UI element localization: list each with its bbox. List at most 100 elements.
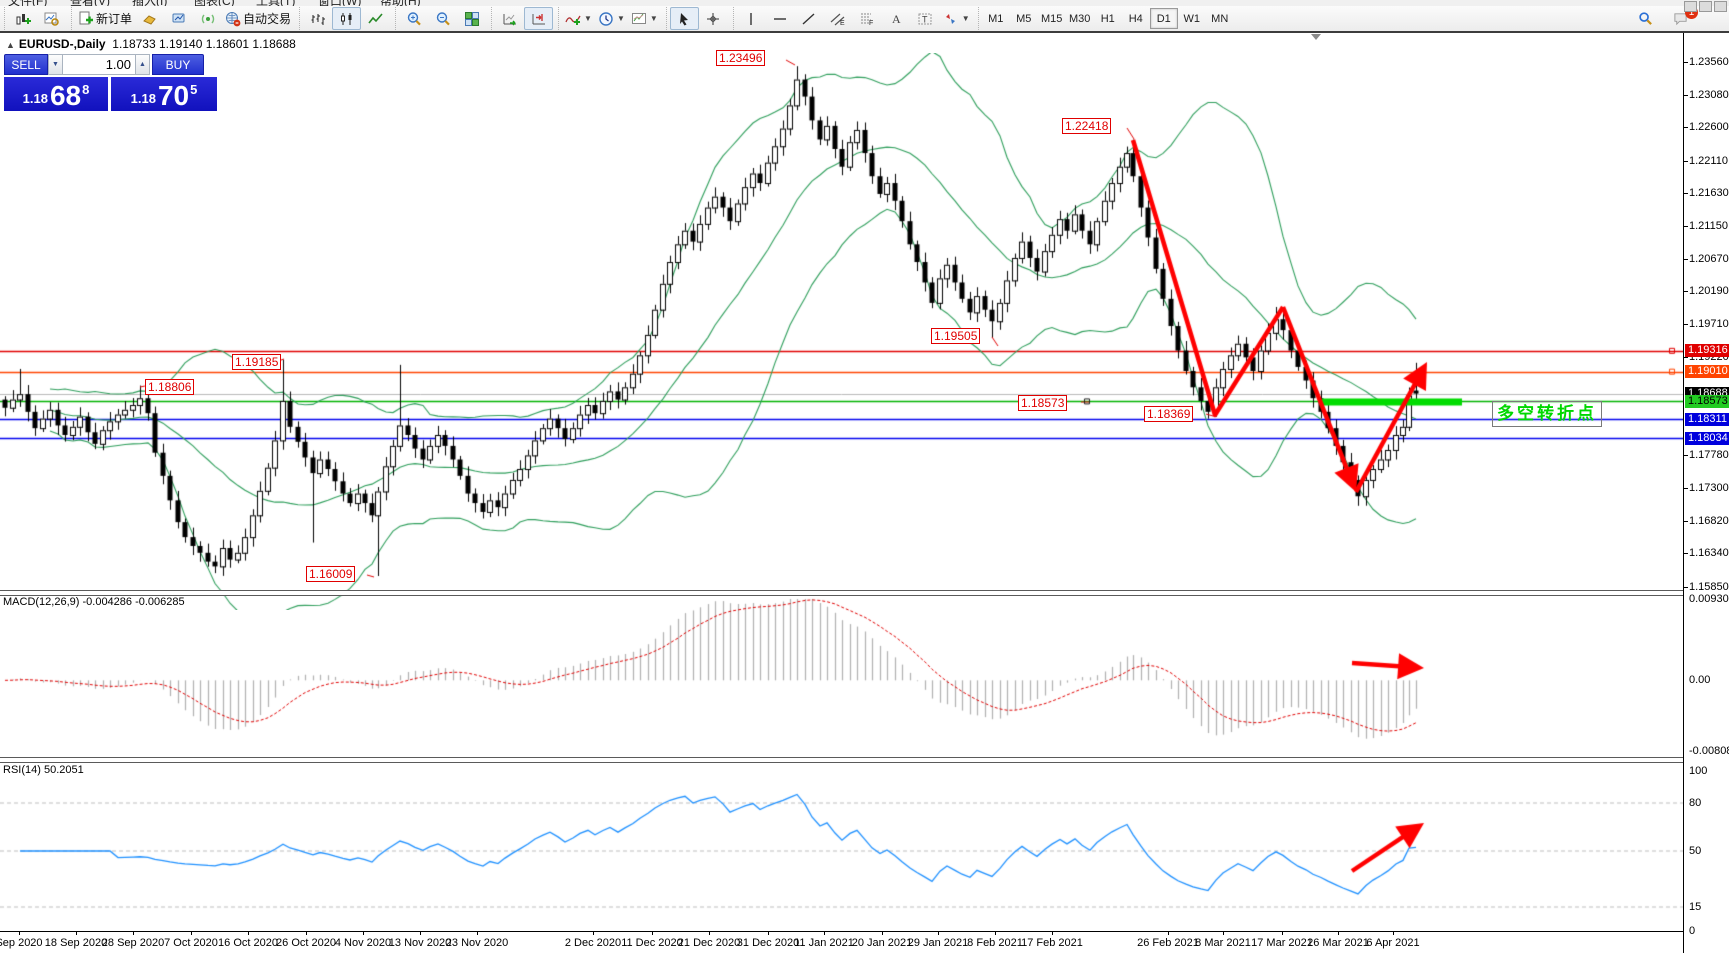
hline-button[interactable] bbox=[766, 7, 795, 30]
sell-button[interactable]: SELL bbox=[4, 54, 48, 75]
price-axis[interactable]: 1.23560 1.23080 1.22600 1.22110 1.21630 1.211… bbox=[1683, 33, 1729, 953]
zoom-in-button[interactable] bbox=[399, 7, 428, 30]
rsi-value: 50.2051 bbox=[43, 764, 84, 776]
templates-button[interactable]: ▼ bbox=[628, 7, 661, 30]
chart-profile-button[interactable] bbox=[37, 7, 66, 30]
volume-input[interactable] bbox=[63, 54, 135, 75]
chart-title: ▲ EURUSD-,Daily 1.18733 1.19140 1.18601 1… bbox=[6, 37, 296, 51]
indicators-button[interactable]: ▼ bbox=[562, 7, 595, 30]
auto-scroll-button[interactable] bbox=[495, 7, 524, 30]
chart-shift-button[interactable] bbox=[524, 7, 554, 30]
menu-item[interactable]: 图表(C) bbox=[194, 0, 235, 6]
chevron-down-icon: ▼ bbox=[961, 14, 970, 23]
price-label-object[interactable]: 1.18806 bbox=[145, 379, 195, 395]
price-tick-label: 1.21150 bbox=[1689, 219, 1728, 232]
timeframe-m15[interactable]: M15 bbox=[1041, 12, 1063, 25]
volume-up-stepper[interactable]: ▲ bbox=[135, 54, 150, 75]
price-label-object[interactable]: 1.18573 bbox=[1018, 395, 1068, 411]
channel-button[interactable]: E bbox=[824, 7, 853, 30]
time-tick-label: 26 Mar 2021 bbox=[1307, 937, 1369, 949]
price-label-object[interactable]: 1.16009 bbox=[306, 566, 356, 582]
price-label-object[interactable]: 1.22418 bbox=[1062, 118, 1112, 134]
macd-canvas[interactable] bbox=[0, 593, 1683, 757]
zoom-in-icon bbox=[406, 11, 422, 27]
fibonacci-button[interactable]: F bbox=[853, 7, 882, 30]
line-chart-button[interactable] bbox=[361, 7, 390, 30]
minimize-icon bbox=[1684, 1, 1697, 12]
timeframe-d1[interactable]: D1 bbox=[1149, 8, 1178, 29]
price-tick-label: 1.22110 bbox=[1689, 154, 1728, 167]
annotation-text[interactable]: 多空转折点 bbox=[1492, 401, 1602, 427]
arrows-button[interactable]: ▼ bbox=[940, 7, 973, 30]
price-tick-label: 1.23560 bbox=[1689, 55, 1729, 68]
time-tick bbox=[824, 931, 825, 935]
macd-label: MACD(12,26,9) -0.004286 -0.006285 bbox=[3, 596, 185, 608]
price-label-object[interactable]: 1.19505 bbox=[931, 328, 981, 344]
new-chart-button[interactable] bbox=[8, 7, 37, 30]
tile-windows-button[interactable] bbox=[457, 7, 486, 30]
chevron-down-icon: ▼ bbox=[584, 14, 592, 23]
panel-splitter-macd[interactable] bbox=[0, 590, 1729, 596]
volume-down-stepper[interactable]: ▼ bbox=[48, 54, 63, 75]
time-tick bbox=[652, 931, 653, 935]
search-icon[interactable] bbox=[1631, 7, 1660, 30]
timeframe-w1[interactable]: W1 bbox=[1183, 12, 1200, 25]
timeframe-m5[interactable]: M5 bbox=[1016, 12, 1032, 25]
menu-item[interactable]: 插入(I) bbox=[132, 0, 167, 6]
price-tick bbox=[1684, 161, 1688, 162]
bar-chart-button[interactable] bbox=[303, 7, 332, 30]
panel-splitter-rsi[interactable] bbox=[0, 757, 1729, 763]
candlestick-button[interactable] bbox=[332, 7, 362, 30]
time-tick-label: 11 Dec 2020 bbox=[621, 937, 683, 949]
time-tick bbox=[1338, 931, 1339, 935]
timeframe-h4[interactable]: H4 bbox=[1128, 12, 1143, 25]
timeframe-mn[interactable]: MN bbox=[1211, 12, 1229, 25]
timeframe-m30[interactable]: M30 bbox=[1069, 12, 1091, 25]
rsi-canvas[interactable] bbox=[0, 761, 1683, 931]
auto-trading-button[interactable]: 自动交易 bbox=[222, 7, 294, 30]
menu-item[interactable]: 文件(F) bbox=[8, 0, 47, 6]
depth-of-market-button[interactable] bbox=[135, 7, 164, 30]
periods-button[interactable]: ▼ bbox=[595, 7, 628, 30]
buy-price[interactable]: 1.18 70 5 bbox=[111, 77, 217, 111]
time-tick-label: 8 Mar 2021 bbox=[1195, 937, 1251, 949]
vline-button[interactable] bbox=[737, 7, 766, 30]
timeframe-h1[interactable]: H1 bbox=[1100, 12, 1115, 25]
price-label-object[interactable]: 1.18369 bbox=[1144, 406, 1194, 422]
price-badge: 1.19316 bbox=[1685, 344, 1729, 358]
crosshair-button[interactable] bbox=[699, 7, 728, 30]
time-tick-label: 20 Jan 2021 bbox=[851, 937, 913, 949]
price-chart-canvas[interactable] bbox=[0, 53, 1683, 610]
zoom-out-button[interactable] bbox=[428, 7, 457, 30]
rsi-axis-label: 50 bbox=[1689, 845, 1702, 857]
menu-item[interactable]: 工具(T) bbox=[256, 0, 295, 6]
buy-button[interactable]: BUY bbox=[152, 54, 204, 75]
label-button[interactable]: T bbox=[911, 7, 940, 30]
price-tick bbox=[1684, 455, 1688, 456]
market-watch-button[interactable] bbox=[164, 7, 193, 30]
auto-scroll-icon bbox=[502, 11, 518, 27]
menu-item[interactable]: 帮助(H) bbox=[380, 0, 421, 6]
sell-price[interactable]: 1.18 68 8 bbox=[4, 77, 108, 111]
cursor-button[interactable] bbox=[669, 7, 699, 30]
price-label-object[interactable]: 1.23496 bbox=[716, 50, 766, 66]
trendline-icon bbox=[801, 11, 817, 27]
price-label-object[interactable]: 1.19185 bbox=[232, 354, 282, 370]
collapse-icon[interactable]: ▲ bbox=[6, 40, 15, 50]
price-tick bbox=[1684, 587, 1688, 588]
chart-shift-marker[interactable] bbox=[1311, 34, 1321, 40]
time-tick bbox=[593, 931, 594, 935]
trendline-button[interactable] bbox=[795, 7, 824, 30]
timeframe-m1[interactable]: M1 bbox=[988, 12, 1004, 25]
text-button[interactable]: A bbox=[882, 7, 911, 30]
menu-item[interactable]: 查看(V) bbox=[70, 0, 110, 6]
symbol-period: EURUSD-,Daily bbox=[18, 37, 106, 51]
time-tick bbox=[882, 931, 883, 935]
new-order-button[interactable]: 新订单 bbox=[75, 7, 135, 30]
menu-item[interactable]: 窗口(W) bbox=[318, 0, 361, 6]
restore-icon bbox=[1699, 1, 1712, 12]
price-tick bbox=[1684, 62, 1688, 63]
window-controls[interactable] bbox=[1684, 1, 1727, 12]
signals-button[interactable] bbox=[193, 7, 222, 30]
indicators-icon bbox=[565, 11, 581, 27]
